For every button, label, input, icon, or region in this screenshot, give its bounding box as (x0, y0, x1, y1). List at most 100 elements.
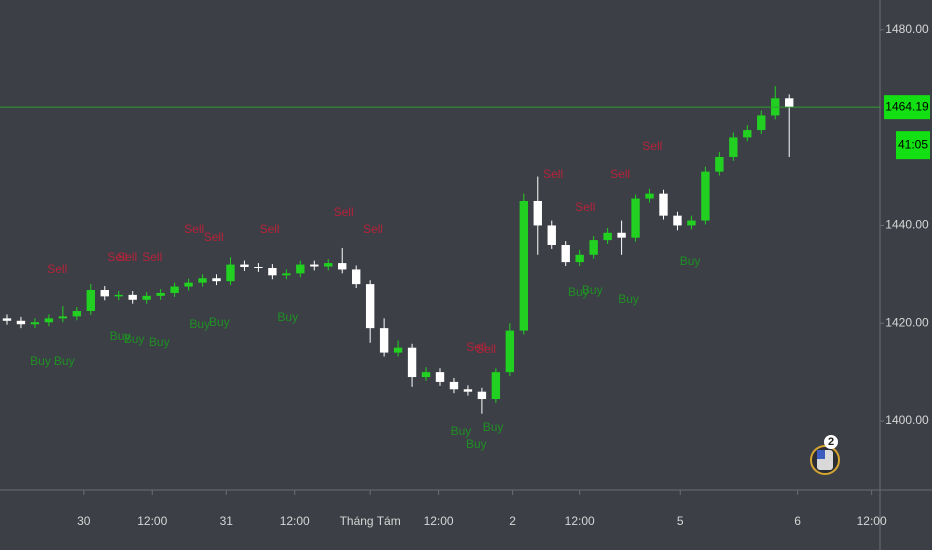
candle-body (226, 264, 235, 282)
signal-label: Sell (107, 250, 127, 264)
candle-body (477, 391, 487, 400)
countdown-label: 41:05 (898, 137, 928, 151)
candle-body (338, 263, 347, 270)
signal-label: Buy (124, 332, 145, 346)
signal-label: Buy (149, 335, 170, 349)
signal-label: Buy (451, 424, 472, 438)
x-tick-label: 31 (220, 514, 234, 528)
y-tick-label: 1440.00 (885, 218, 929, 232)
overlay: 2 (810, 435, 840, 475)
candle-body (491, 372, 501, 400)
signal-label: Buy (30, 354, 51, 368)
y-tick-label: 1400.00 (885, 413, 929, 427)
signal-label: Sell (334, 205, 354, 219)
x-tick-label: 12:00 (137, 514, 167, 528)
candle-body (393, 347, 403, 353)
candle-body (463, 389, 473, 392)
candle-body (435, 372, 445, 382)
signal-label: Sell (476, 342, 496, 356)
signal-label: Sell (642, 139, 662, 153)
candle-body (352, 269, 361, 285)
signal-label: Buy (582, 283, 603, 297)
candle-body (533, 200, 542, 226)
candle-body (407, 347, 417, 378)
candle-body (30, 322, 40, 325)
candle-body (631, 198, 640, 238)
candle-body (128, 294, 137, 300)
candle-body (324, 263, 333, 267)
candle-body (743, 130, 752, 138)
signal-label: Buy (209, 315, 230, 329)
x-tick-label: 12:00 (424, 514, 454, 528)
candle-body (58, 316, 68, 319)
candle-body (757, 115, 766, 131)
signal-label: Buy (680, 254, 701, 268)
signal-label: Buy (568, 285, 589, 299)
candle-body (282, 273, 291, 276)
candle-body (86, 289, 95, 312)
candle-body (184, 282, 193, 287)
signal-label: Sell (363, 222, 383, 236)
candle-body (673, 215, 682, 226)
signal-label: Sell (117, 250, 137, 264)
candle-body (240, 264, 249, 268)
candle-body (785, 98, 794, 108)
signal-label: Sell (260, 222, 280, 236)
candle-body (156, 292, 165, 296)
signal-label: Buy (483, 420, 504, 434)
candle-body (268, 267, 277, 276)
candle-body (16, 320, 26, 325)
y-tick-label: 1420.00 (885, 315, 929, 329)
x-tick-label: 12:00 (857, 514, 887, 528)
signal-label: Sell (575, 200, 595, 214)
signal-label: Sell (184, 222, 204, 236)
flag-canton (817, 450, 825, 459)
signal-label: Buy (54, 354, 75, 368)
signal-label: Buy (618, 292, 639, 306)
signal-label: Sell (47, 262, 67, 276)
candle-body (547, 225, 556, 245)
candle-body (617, 232, 626, 238)
candle-body (212, 278, 221, 282)
signal-label: Sell (610, 167, 630, 181)
candle-body (729, 137, 738, 157)
signal-label: Sell (142, 250, 162, 264)
x-tick-label: 5 (677, 514, 684, 528)
candle-body (659, 193, 668, 216)
x-tick-label: 6 (794, 514, 801, 528)
candle-body (365, 284, 375, 329)
countdown-box (896, 131, 930, 160)
candle-body (296, 264, 305, 274)
candle-body (379, 328, 389, 353)
x-tick-label: 12:00 (565, 514, 595, 528)
candle-body (561, 245, 570, 263)
candle-body (310, 264, 319, 267)
candle-body (519, 200, 528, 331)
candle-body (254, 267, 263, 269)
candle-body (114, 294, 123, 297)
candle-body (589, 240, 598, 255)
candle-body (645, 193, 654, 199)
candle-body (715, 156, 724, 172)
candle-body (44, 318, 54, 323)
x-tick-label: 30 (77, 514, 91, 528)
candle-body (575, 254, 584, 263)
signal-label: Sell (466, 340, 486, 354)
signal-label: Buy (189, 317, 210, 331)
last-price-label: 1464.19 (885, 99, 929, 113)
candle-body (449, 381, 459, 390)
candle-body (170, 286, 179, 293)
candle-body (142, 295, 151, 300)
signal-label: Sell (204, 230, 224, 244)
signal-label: Buy (110, 329, 131, 343)
last-price-box (884, 95, 930, 120)
y-tick-label: 1480.00 (885, 22, 929, 36)
signal-label: Buy (277, 310, 298, 324)
candle-body (687, 220, 696, 226)
candle-body (2, 318, 12, 321)
candle-body (505, 330, 515, 373)
